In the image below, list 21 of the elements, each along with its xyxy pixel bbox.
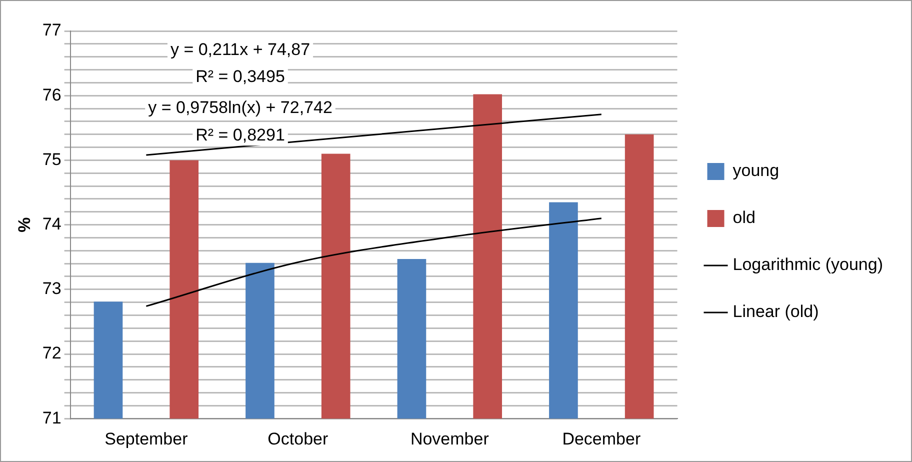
y-tick-label: 75 <box>42 150 62 169</box>
y-tick-label: 77 <box>42 20 62 40</box>
y-tick-label: 74 <box>42 214 62 234</box>
annotation: R² = 0,8291 <box>196 125 285 144</box>
legend-label: old <box>732 208 756 228</box>
y-tick-label: 71 <box>42 408 62 428</box>
annotation: R² = 0,3495 <box>196 67 285 86</box>
x-tick-label: November <box>410 429 490 448</box>
y-tick-label: 72 <box>42 344 62 363</box>
legend-label: Logarithmic (young) <box>732 255 884 274</box>
annotation: y = 0,9758ln(x) + 72,742 <box>148 98 332 118</box>
x-tick-label: October <box>268 429 328 448</box>
y-tick-label: 76 <box>42 85 62 104</box>
x-tick-label: December <box>562 429 641 448</box>
y-tick-label: 73 <box>42 279 62 298</box>
line-series <box>145 218 602 307</box>
annotation: y = 0,211x + 74,87 <box>170 40 310 60</box>
legend-label: Linear (old) <box>732 302 819 322</box>
y-axis-title: % <box>14 217 34 232</box>
x-tick-label: September <box>104 429 188 448</box>
legend-label: young <box>732 161 780 180</box>
